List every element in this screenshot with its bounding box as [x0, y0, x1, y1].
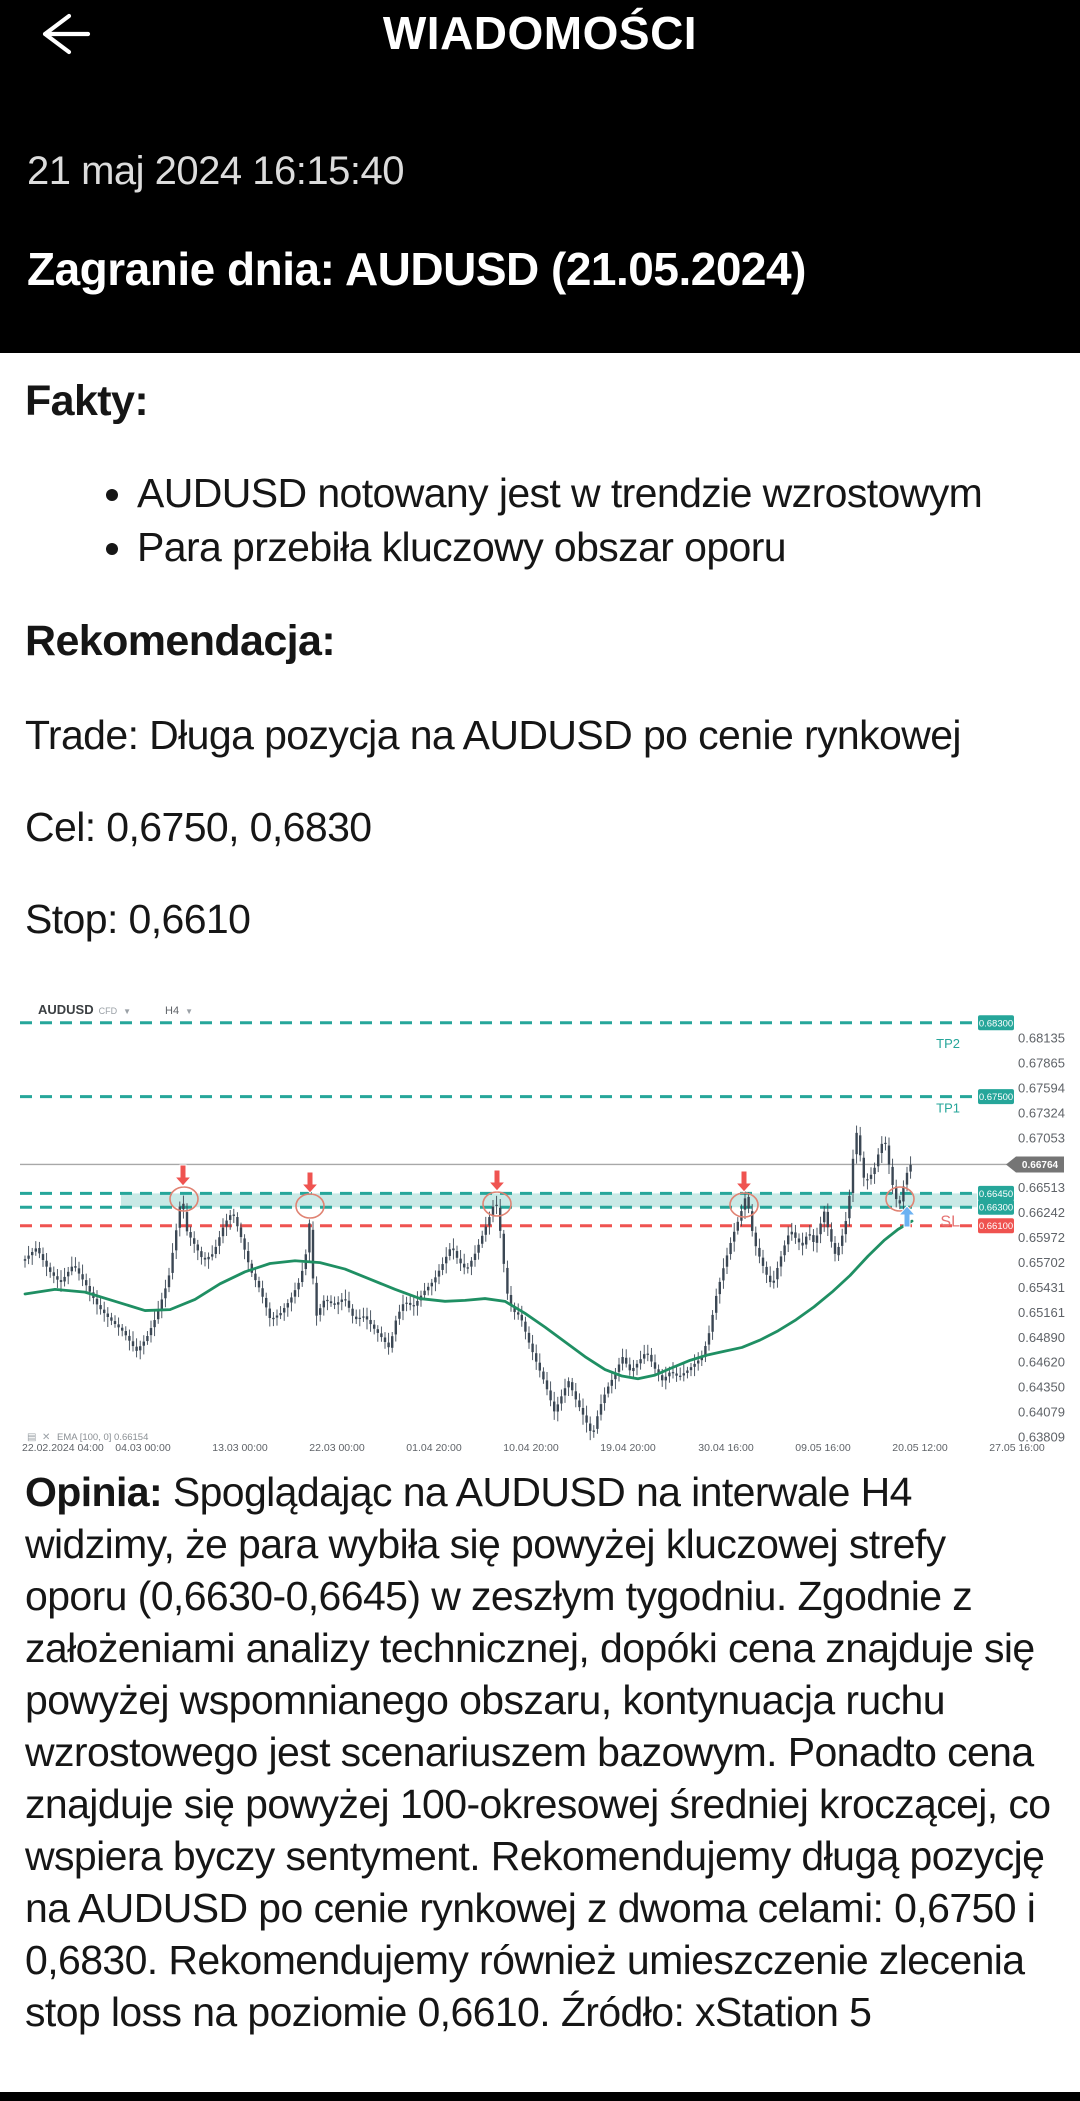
price-axis-label: 0.64079	[1018, 1405, 1065, 1420]
time-axis-label: 22.03 00:00	[309, 1442, 365, 1454]
highlight-circle	[295, 1193, 325, 1219]
current-price-value: 0.66764	[1022, 1160, 1059, 1171]
fact-item: Para przebiła kluczowy obszar oporu	[137, 520, 1080, 574]
target-line: Cel: 0,6750, 0,6830	[25, 804, 372, 850]
highlight-circle	[729, 1192, 759, 1218]
stop-line: Stop: 0,6610	[25, 896, 251, 942]
facts-list: AUDUSD notowany jest w trendzie wzrostow…	[25, 466, 1080, 574]
fact-item: AUDUSD notowany jest w trendzie wzrostow…	[137, 466, 1080, 520]
trade-line: Trade: Długa pozycja na AUDUSD po cenie …	[25, 712, 962, 758]
price-axis-label: 0.67053	[1018, 1130, 1065, 1145]
price-chart: 0.68300 TP2 0.67500 TP1 0.66450 0.66300 0.6610…	[0, 992, 1080, 1462]
price-axis-label: 0.65702	[1018, 1255, 1065, 1270]
time-axis-label: 19.04 20:00	[600, 1442, 656, 1454]
highlight-circle	[482, 1191, 512, 1217]
price-tag	[978, 1218, 1014, 1234]
symbol-selector[interactable]: AUDUSD	[38, 1002, 94, 1017]
ema-line	[23, 1219, 914, 1381]
time-axis-label: 10.04 20:00	[503, 1442, 559, 1454]
chevron-down-icon[interactable]: ▼	[123, 1007, 132, 1016]
price-tag	[978, 1199, 1014, 1215]
price-axis-label: 0.66513	[1018, 1180, 1065, 1195]
sell-arrow-icon	[487, 1169, 507, 1192]
price-tag	[978, 1015, 1014, 1031]
highlight-circle	[169, 1186, 199, 1212]
opinion-text: Spoglądając na AUDUSD na interwale H4 wi…	[25, 1469, 1051, 2035]
price-axis-label: 0.65972	[1018, 1230, 1065, 1245]
article-headline: Zagranie dnia: AUDUSD (21.05.2024)	[27, 243, 806, 295]
opinion-label: Opinia:	[25, 1469, 163, 1515]
recommendation-heading: Rekomendacja:	[25, 617, 336, 665]
price-axis-label: 0.64620	[1018, 1355, 1065, 1370]
facts-heading: Fakty:	[25, 377, 149, 425]
time-axis-label: 04.03 00:00	[115, 1442, 171, 1454]
back-button[interactable]	[28, 8, 100, 64]
chart-canvas: 0.68300 TP2 0.67500 TP1 0.66450 0.66300 0.6610…	[20, 1015, 1065, 1454]
price-tag	[978, 1185, 1014, 1201]
chevron-down-icon[interactable]: ▼	[185, 1007, 194, 1016]
bottom-bar	[0, 2092, 1080, 2101]
article-hero: WIADOMOŚCI 21 maj 2024 16:15:40 Zagranie…	[0, 0, 1080, 353]
sell-arrow-icon	[300, 1171, 320, 1194]
time-axis-label: 01.04 20:00	[406, 1442, 462, 1454]
sell-arrow-icon	[173, 1164, 193, 1187]
price-tag-value: 0.67500	[979, 1092, 1013, 1103]
price-tag-value: 0.66300	[979, 1203, 1013, 1214]
level-label-SL: SL	[940, 1214, 960, 1231]
highlight-circle	[885, 1186, 915, 1212]
time-axis-label: 20.05 12:00	[892, 1442, 948, 1454]
price-axis-label: 0.64890	[1018, 1330, 1065, 1345]
price-axis-label: 0.68135	[1018, 1031, 1065, 1046]
timeframe-selector[interactable]: H4	[165, 1005, 180, 1017]
price-tag-value: 0.66100	[979, 1221, 1013, 1232]
sell-arrow-icon	[734, 1170, 754, 1193]
price-tag-value: 0.66450	[979, 1189, 1013, 1200]
price-tag-value: 0.68300	[979, 1018, 1013, 1029]
arrow-left-icon	[42, 13, 91, 55]
chart-icon: ▤	[27, 1432, 36, 1443]
time-axis-label: 09.05 16:00	[795, 1442, 851, 1454]
time-axis-label: 13.03 00:00	[212, 1442, 268, 1454]
price-axis-label: 0.63809	[1018, 1430, 1065, 1445]
price-axis-label: 0.66242	[1018, 1205, 1065, 1220]
level-label-TP1: TP1	[936, 1101, 960, 1116]
time-axis-label: 22.02.2024 04:00	[22, 1442, 104, 1454]
close-icon: ✕	[42, 1432, 50, 1443]
resistance-zone	[121, 1193, 977, 1208]
current-price-tag	[1006, 1156, 1064, 1173]
level-label-TP2: TP2	[936, 1036, 960, 1051]
article-date: 21 maj 2024 16:15:40	[27, 149, 404, 193]
price-tag	[978, 1089, 1014, 1105]
candles-layer	[23, 1125, 912, 1441]
opinion-paragraph: Opinia: Spoglądając na AUDUSD na interwa…	[25, 1466, 1057, 2038]
instrument-type-label: CFD	[98, 1006, 118, 1016]
buy-arrow-icon	[897, 1205, 917, 1228]
price-axis-label: 0.67865	[1018, 1055, 1065, 1070]
price-axis-label: 0.64350	[1018, 1380, 1065, 1395]
time-axis-label: 27.05 16:00	[989, 1442, 1045, 1454]
price-axis-label: 0.67594	[1018, 1080, 1065, 1095]
price-axis-label: 0.65431	[1018, 1280, 1065, 1295]
page-title: WIADOMOŚCI	[382, 7, 698, 59]
price-axis-label: 0.67324	[1018, 1105, 1065, 1120]
ema-legend: EMA [100, 0] 0.66154	[57, 1432, 148, 1443]
time-axis-label: 30.04 16:00	[698, 1442, 754, 1454]
price-axis-label: 0.65161	[1018, 1305, 1065, 1320]
